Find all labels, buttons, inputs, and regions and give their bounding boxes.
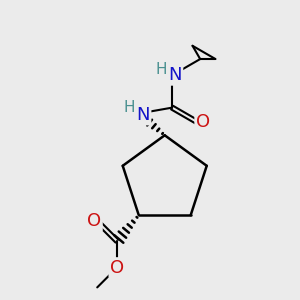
Text: O: O <box>87 212 101 230</box>
Text: N: N <box>168 66 182 84</box>
Text: O: O <box>196 112 210 130</box>
Text: O: O <box>110 259 124 277</box>
Text: N: N <box>136 106 150 124</box>
Text: H: H <box>124 100 135 115</box>
Text: H: H <box>155 62 167 77</box>
